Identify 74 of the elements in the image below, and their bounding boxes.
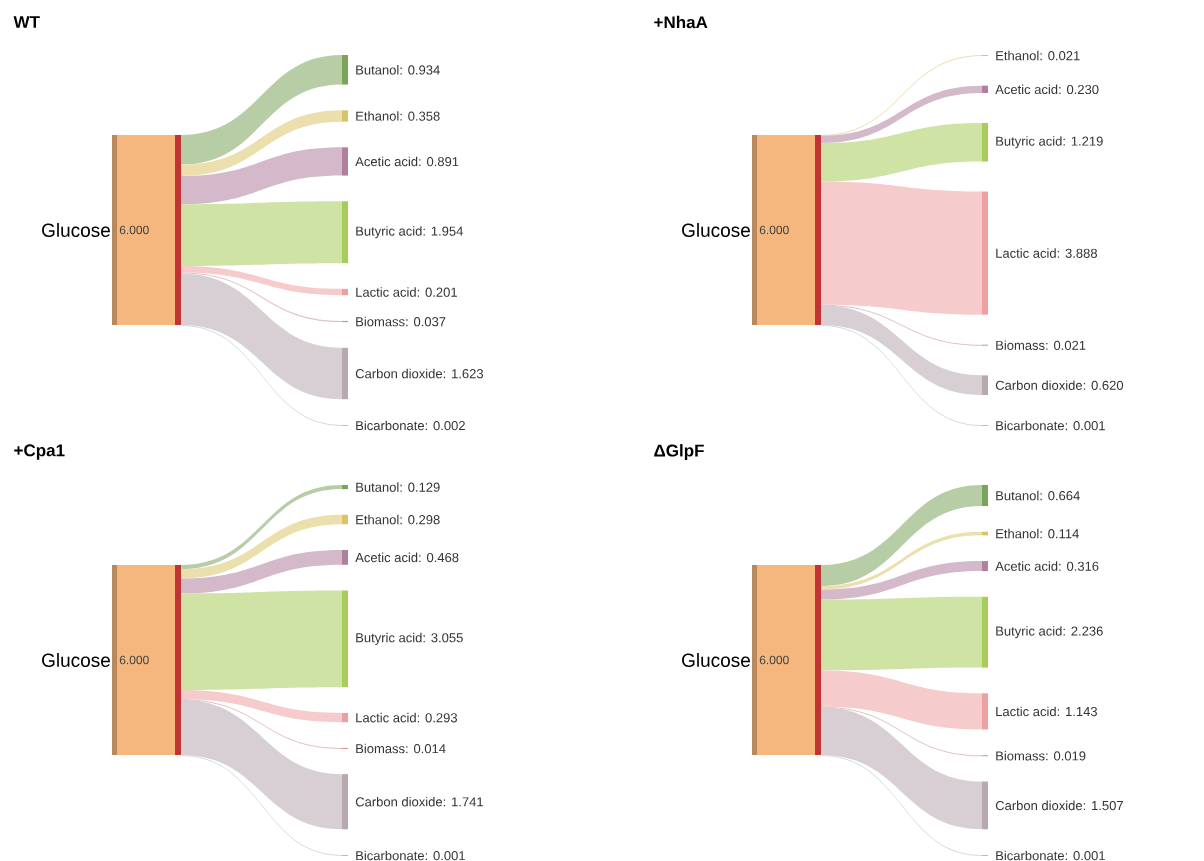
category-label: Carbon dioxide bbox=[995, 800, 1083, 811]
category-label: Glucose bbox=[42, 652, 110, 667]
category-label: Ethanol bbox=[356, 514, 399, 525]
data-label: : 1.219 bbox=[1063, 136, 1103, 146]
category-label: Bicarbonate bbox=[356, 850, 424, 861]
category-label: Carbon dioxide bbox=[355, 368, 443, 379]
category-label: Bicarbonate bbox=[996, 850, 1064, 861]
data-label: : 0.037 bbox=[406, 317, 446, 327]
category-label: Acetic acid bbox=[995, 561, 1058, 571]
text: +Cpa1 bbox=[14, 444, 65, 460]
data-label: : 3.055 bbox=[423, 633, 463, 643]
data-label: : 1.741 bbox=[443, 797, 483, 807]
category-label: Glucose bbox=[682, 222, 750, 237]
data-label: : 0.129 bbox=[400, 482, 440, 492]
category-label: Carbon dioxide bbox=[995, 380, 1083, 390]
data-label: : 0.114 bbox=[1040, 529, 1079, 539]
category-label: Butanol bbox=[356, 64, 399, 75]
data-label: 6.000 bbox=[119, 655, 149, 665]
category-label: Carbon dioxide bbox=[355, 796, 443, 807]
text: +NhaA bbox=[654, 15, 708, 29]
category-label: Acetic acid bbox=[355, 552, 418, 563]
data-label: : 0.001 bbox=[425, 850, 465, 861]
category-label: Ethanol bbox=[356, 111, 399, 121]
category-label: Biomass bbox=[356, 743, 405, 754]
data-label: : 0.230 bbox=[1059, 84, 1099, 94]
category-label: Bicarbonate bbox=[356, 420, 424, 431]
category-label: Butyric acid bbox=[996, 136, 1062, 149]
category-label: Ethanol bbox=[996, 528, 1039, 539]
data-label: : 0.358 bbox=[400, 111, 440, 121]
data-label: : 0.002 bbox=[425, 420, 465, 431]
category-label: Butanol bbox=[996, 490, 1039, 501]
category-label: Glucose bbox=[682, 652, 750, 667]
data-label: : 0.620 bbox=[1083, 380, 1124, 390]
data-label: : 1.954 bbox=[423, 226, 463, 236]
data-label: : 1.143 bbox=[1057, 706, 1098, 717]
category-label: Biomass bbox=[996, 340, 1045, 350]
text: WT bbox=[13, 16, 40, 28]
category-label: Butanol bbox=[356, 482, 399, 492]
data-label: : 1.507 bbox=[1083, 800, 1123, 811]
data-label: : 0.019 bbox=[1046, 751, 1086, 761]
category-label: Butyric acid bbox=[356, 632, 422, 645]
category-label: Acetic acid bbox=[995, 84, 1058, 94]
data-label: : 0.293 bbox=[417, 713, 458, 723]
category-label: Lactic acid bbox=[996, 706, 1056, 717]
data-label: : 0.934 bbox=[400, 65, 440, 75]
category-label: Lactic acid bbox=[356, 287, 416, 297]
data-label: : 0.001 bbox=[1065, 420, 1105, 431]
data-label: : 0.468 bbox=[419, 552, 459, 563]
data-label: 6.000 bbox=[759, 655, 789, 665]
category-label: Butyric acid bbox=[356, 226, 422, 239]
category-label: Butyric acid bbox=[996, 626, 1062, 639]
data-label: : 0.021 bbox=[1040, 50, 1080, 61]
data-label: : 0.891 bbox=[419, 156, 459, 167]
data-label: : 0.014 bbox=[406, 743, 446, 754]
category-label: Acetic acid bbox=[355, 156, 418, 167]
data-label: : 0.001 bbox=[1065, 850, 1105, 861]
category-label: Ethanol bbox=[996, 50, 1039, 61]
data-label: : 1.623 bbox=[443, 368, 484, 379]
data-label: : 0.316 bbox=[1059, 561, 1099, 571]
text: ΔGlpF bbox=[654, 443, 704, 460]
data-label: 6.000 bbox=[119, 225, 149, 235]
category-label: Lactic acid bbox=[996, 248, 1056, 258]
data-label: : 3.888 bbox=[1057, 248, 1098, 258]
data-label: : 2.236 bbox=[1063, 626, 1103, 636]
category-label: Lactic acid bbox=[356, 712, 416, 723]
category-label: Biomass bbox=[356, 316, 405, 327]
category-label: Glucose bbox=[42, 222, 110, 237]
data-label: 6.000 bbox=[759, 225, 789, 235]
data-label: : 0.664 bbox=[1040, 490, 1080, 501]
category-label: Bicarbonate bbox=[996, 420, 1064, 431]
category-label: Biomass bbox=[996, 750, 1045, 761]
data-label: : 0.021 bbox=[1046, 340, 1086, 350]
data-label: : 0.298 bbox=[400, 514, 440, 525]
data-label: : 0.201 bbox=[417, 287, 457, 297]
